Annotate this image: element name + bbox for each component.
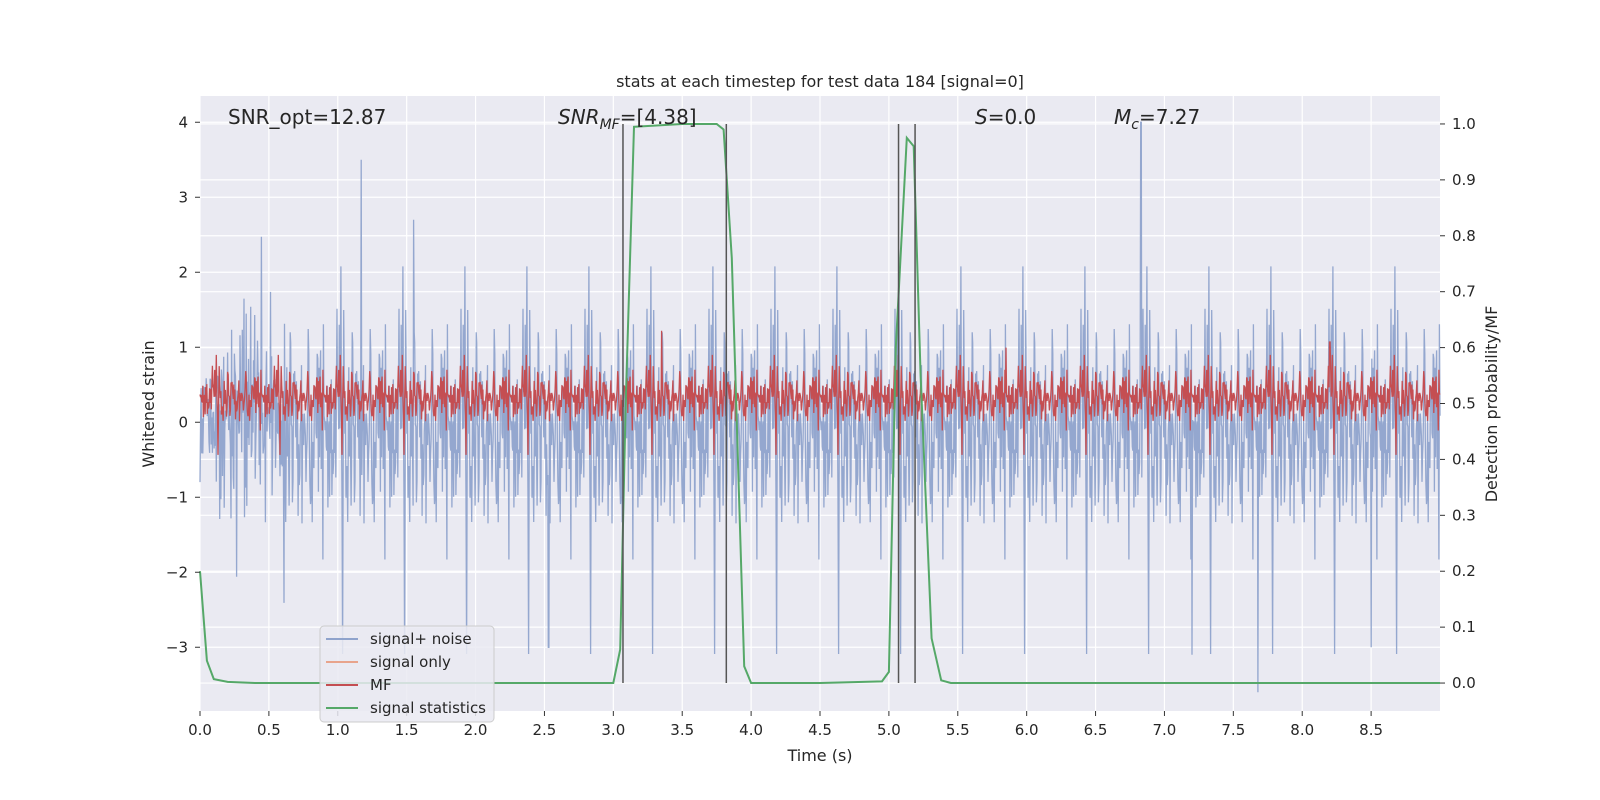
mc-annotation: Mc=7.27 <box>1114 105 1200 133</box>
x-tick-label: 8.0 <box>1290 721 1314 739</box>
s-tail: =0.0 <box>988 105 1037 129</box>
y-tick-label: −1 <box>166 488 188 506</box>
x-tick-label: 5.5 <box>946 721 970 739</box>
y-tick-label: −3 <box>166 638 188 656</box>
legend-item-signal-statistics: signal statistics <box>326 699 486 717</box>
y2-tick-label: 0.0 <box>1452 674 1476 692</box>
x-tick-label: 2.0 <box>464 721 488 739</box>
y2-tick-label: 0.1 <box>1452 618 1476 636</box>
x-tick-label: 3.5 <box>670 721 694 739</box>
y-tick-label: −2 <box>166 563 188 581</box>
y2-axis-label: Detection probability/MF <box>1482 306 1501 503</box>
x-tick-label: 6.0 <box>1015 721 1039 739</box>
y-tick-label: 0 <box>178 413 188 431</box>
y2-tick-label: 0.2 <box>1452 562 1476 580</box>
x-tick-label: 3.0 <box>601 721 625 739</box>
legend-label-signal-statistics: signal statistics <box>370 699 486 717</box>
y-tick-label: 4 <box>178 113 188 131</box>
chart-title: stats at each timestep for test data 184… <box>616 72 1024 91</box>
x-tick-label: 2.5 <box>533 721 557 739</box>
x-tick-label: 1.5 <box>395 721 419 739</box>
y2-tick-label: 0.6 <box>1452 339 1476 357</box>
y2-tick-label: 0.9 <box>1452 171 1476 189</box>
y2-tick-label: 0.8 <box>1452 227 1476 245</box>
series-line-0 <box>199 121 1441 693</box>
y2-tick-label: 0.5 <box>1452 395 1476 413</box>
y2-tick-label: 0.3 <box>1452 506 1476 524</box>
legend-item-signal-noise: signal+ noise <box>326 630 472 648</box>
snr-opt-annotation: SNR_opt=12.87 <box>228 105 386 129</box>
x-tick-label: 7.5 <box>1221 721 1245 739</box>
snr-mf-sub: MF <box>600 117 621 133</box>
snr-mf-annotation: SNRMF=[4.38] <box>558 105 697 133</box>
x-tick-label: 8.5 <box>1359 721 1383 739</box>
snr-mf-main: SNR <box>558 105 600 129</box>
y-tick-label: 1 <box>178 338 188 356</box>
x-tick-label: 4.5 <box>808 721 832 739</box>
y-axis-label: Whitened strain <box>139 340 158 467</box>
x-tick-label: 4.0 <box>739 721 763 739</box>
legend-label-mf: MF <box>370 676 392 694</box>
x-tick-label: 7.0 <box>1153 721 1177 739</box>
tick-layer: 0.0 0.5 1.0 1.5 2.0 2.5 3.0 3.5 4.0 4.5 5.0 5.5 6.0 6… <box>166 113 1476 739</box>
mc-sub: c <box>1131 117 1139 133</box>
y2-tick-label: 0.7 <box>1452 283 1476 301</box>
legend-item-mf: MF <box>326 676 392 694</box>
legend-box <box>319 625 495 723</box>
s-main: S <box>975 105 988 129</box>
x-tick-label: 1.0 <box>326 721 350 739</box>
s-annotation: S=0.0 <box>975 105 1036 129</box>
mc-main: M <box>1114 105 1131 129</box>
x-tick-label: 5.0 <box>877 721 901 739</box>
x-axis-label: Time (s) <box>786 746 852 765</box>
legend-item-signal-only: signal only <box>326 653 451 671</box>
series-line-2 <box>199 330 1441 455</box>
legend: signal+ noise signal only MF signal stat… <box>319 625 495 723</box>
x-tick-label: 0.5 <box>257 721 281 739</box>
x-tick-label: 0.0 <box>188 721 212 739</box>
y-tick-label: 3 <box>178 188 188 206</box>
y-tick-label: 2 <box>178 263 188 281</box>
x-tick-label: 6.5 <box>1084 721 1108 739</box>
y2-tick-label: 1.0 <box>1452 115 1476 133</box>
legend-label-signal-noise: signal+ noise <box>370 630 472 648</box>
mc-tail: =7.27 <box>1139 105 1200 129</box>
legend-label-signal-only: signal only <box>370 653 451 671</box>
y2-tick-label: 0.4 <box>1452 450 1476 468</box>
vline-layer <box>622 123 916 684</box>
snr-mf-tail: =[4.38] <box>620 105 697 129</box>
